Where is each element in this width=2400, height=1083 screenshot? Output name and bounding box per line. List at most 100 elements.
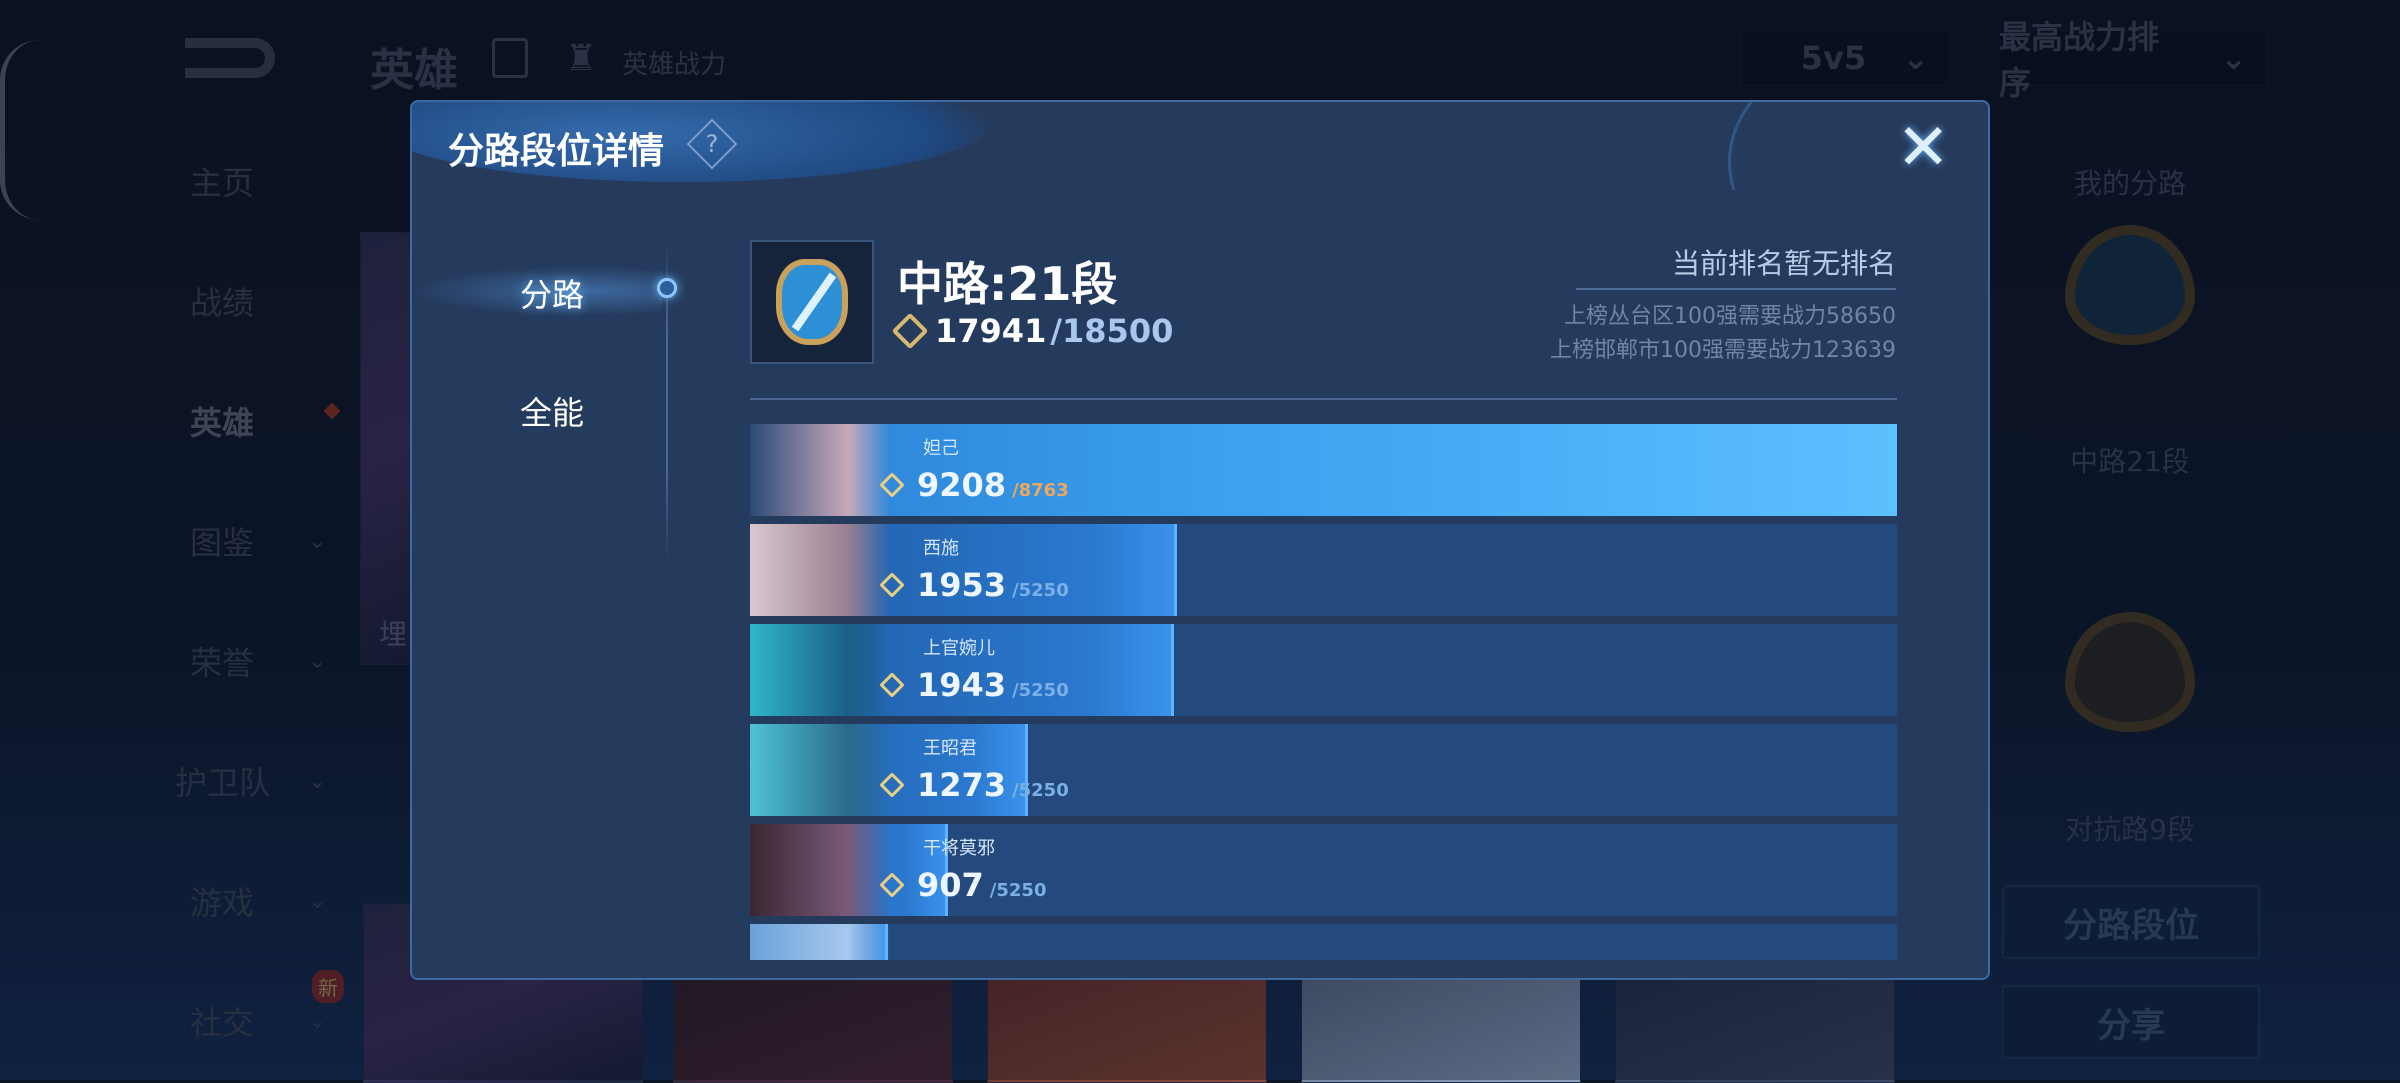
hero-power-value: 907	[917, 866, 984, 904]
nav-label: 社交	[190, 1004, 255, 1042]
mode-dropdown-value: 5v5	[1800, 39, 1867, 77]
page-title: 英雄	[370, 45, 458, 96]
hero-helmet-icon[interactable]: ♜	[565, 38, 598, 79]
lane-rank-name: 中路:21段	[897, 257, 1118, 311]
lane-points: 17941/18500	[891, 312, 1174, 350]
divider	[750, 398, 1897, 400]
list-icon[interactable]	[492, 38, 528, 78]
chevron-down-icon: ⌄	[1902, 39, 1929, 77]
power-icon	[879, 672, 905, 698]
mid-lane-emblem-icon	[2065, 225, 2195, 345]
hero-row[interactable]: 妲己 9208 /8763	[750, 424, 1897, 516]
nav-label: 主页	[190, 164, 255, 202]
lane-points-current: 17941	[935, 312, 1047, 350]
hero-power-target: /5250	[1012, 580, 1069, 601]
mode-dropdown[interactable]: 5v5 ⌄	[1740, 30, 1950, 86]
lane-points-target: /18500	[1050, 312, 1174, 350]
hero-name: 王昭君	[923, 738, 977, 759]
chevron-down-icon: ⌄	[308, 528, 327, 554]
power-icon	[891, 312, 929, 350]
power-icon	[879, 772, 905, 798]
sort-dropdown[interactable]: 最高战力排序 ⌄	[1998, 18, 2268, 102]
hero-row[interactable]: 上官婉儿 1943 /5250	[750, 624, 1897, 716]
hero-power: 9208 /8763	[879, 466, 1069, 504]
hero-portrait	[750, 624, 890, 716]
share-button[interactable]: 分享	[2002, 985, 2260, 1059]
tab-divider	[666, 242, 668, 562]
chevron-down-icon: ⌄	[308, 648, 327, 674]
hero-name: 妲己	[923, 438, 959, 459]
hero-power-target: /8763	[1012, 480, 1069, 501]
divider	[1576, 288, 1896, 290]
hero-card-label: 埋	[379, 618, 408, 651]
rank-status: 当前排名暂无排名	[1671, 247, 1896, 280]
chevron-down-icon: ⌄	[2220, 39, 2247, 77]
hero-power-target: /5250	[1012, 680, 1069, 701]
hero-portrait	[750, 824, 890, 916]
nav-label: 护卫队	[175, 764, 272, 802]
chevron-down-icon: ⌄	[308, 1008, 327, 1034]
side-handle[interactable]	[0, 40, 40, 220]
sidebar-item-social[interactable]: 社交 ⌄	[190, 998, 326, 1044]
hero-row[interactable]	[750, 924, 1897, 960]
hero-power: 1953 /5250	[879, 566, 1069, 604]
tab-all-round[interactable]: 全能	[519, 394, 584, 432]
hero-power-value: 9208	[917, 466, 1007, 504]
tab-lane[interactable]: 分路	[519, 276, 584, 314]
hero-power-link[interactable]: 英雄战力	[622, 50, 727, 80]
sidebar-item-gallery[interactable]: 图鉴 ⌄	[190, 518, 326, 564]
sidebar-item-honor[interactable]: 荣誉 ⌄	[190, 638, 326, 684]
hero-portrait	[750, 524, 890, 616]
hero-name: 干将莫邪	[923, 838, 995, 859]
nav-label: 战绩	[190, 284, 255, 322]
sort-dropdown-value: 最高战力排序	[1999, 18, 2160, 102]
hero-power-value: 1953	[917, 566, 1007, 604]
hero-power-list[interactable]: 妲己 9208 /8763 西施 1953 /5250 上官婉儿 1943 /5…	[750, 424, 1897, 960]
active-tab-indicator	[657, 278, 677, 298]
modal-title: 分路段位详情	[448, 131, 665, 172]
power-progress-fill	[750, 424, 1897, 516]
sidebar-item-home[interactable]: 主页	[190, 158, 254, 204]
sidebar-item-guard[interactable]: 护卫队 ⌄	[175, 758, 326, 804]
my-lanes-title: 我的分路	[2073, 167, 2186, 200]
nav-label: 荣誉	[190, 644, 255, 682]
hero-row[interactable]: 王昭君 1273 /5250	[750, 724, 1897, 816]
hero-name: 西施	[923, 538, 959, 559]
power-icon	[879, 872, 905, 898]
sidebar-item-record[interactable]: 战绩	[190, 278, 254, 324]
hero-power-target: /5250	[989, 880, 1047, 901]
rank-requirement: 上榜丛台区100强需要战力58650	[1564, 304, 1896, 329]
hero-power: 1943 /5250	[879, 666, 1069, 704]
lane-label: 对抗路9段	[2065, 813, 2195, 846]
hero-portrait	[750, 724, 890, 816]
nav-label: 英雄	[190, 404, 255, 442]
chevron-down-icon: ⌄	[308, 768, 327, 794]
sidebar-item-games[interactable]: 游戏 ⌄	[190, 878, 326, 924]
mid-lane-emblem-icon	[750, 240, 874, 364]
nav-label: 游戏	[190, 884, 255, 922]
top-lane-emblem-icon	[2065, 612, 2195, 732]
hero-portrait	[750, 424, 890, 516]
hero-row[interactable]: 西施 1953 /5250	[750, 524, 1897, 616]
power-icon	[879, 572, 905, 598]
back-icon[interactable]	[185, 38, 275, 78]
hero-portrait	[750, 924, 890, 960]
hero-power-value: 1273	[917, 766, 1007, 804]
sidebar-item-heroes[interactable]: 英雄	[190, 398, 254, 444]
lane-rank-detail-modal: 分路段位详情 ? ✕ 分路 全能 中路:21段 17941/18500 当前排名…	[410, 100, 1990, 980]
close-icon[interactable]: ✕	[1896, 111, 1950, 185]
hero-power: 1273 /5250	[879, 766, 1069, 804]
hero-name: 上官婉儿	[923, 638, 995, 659]
lane-rank-button[interactable]: 分路段位	[2002, 885, 2260, 959]
hero-power-target: /5250	[1012, 780, 1069, 801]
rank-requirement: 上榜邯郸市100强需要战力123639	[1550, 338, 1896, 363]
hero-power: 907 /5250	[879, 866, 1047, 904]
tab-highlight	[412, 266, 662, 316]
nav-label: 图鉴	[190, 524, 255, 562]
hero-power-value: 1943	[917, 666, 1007, 704]
power-icon	[879, 472, 905, 498]
lane-label: 中路21段	[2070, 445, 2190, 478]
hero-row[interactable]: 干将莫邪 907 /5250	[750, 824, 1897, 916]
help-glyph: ?	[705, 130, 719, 158]
new-badge: 新	[312, 970, 344, 1003]
